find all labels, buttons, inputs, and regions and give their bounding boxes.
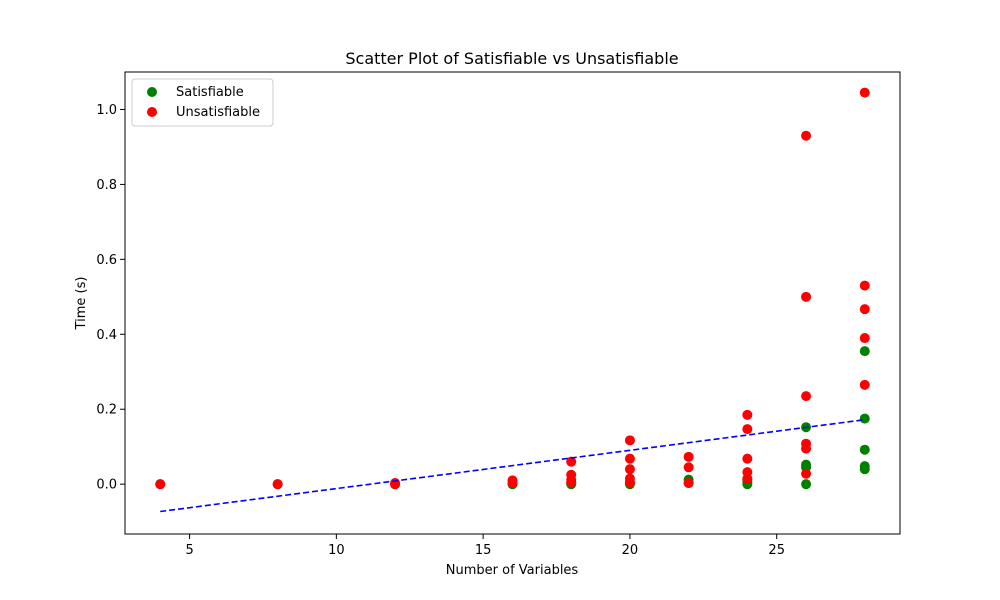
x-tick-label: 20: [622, 543, 639, 558]
point-unsatisfiable: [566, 469, 577, 480]
x-tick-label: 10: [328, 543, 345, 558]
legend-marker-unsatisfiable: [147, 107, 157, 117]
legend-box: [131, 78, 274, 127]
point-unsatisfiable: [742, 467, 753, 478]
point-unsatisfiable: [683, 478, 694, 489]
point-unsatisfiable: [390, 478, 401, 489]
legend-label-satisfiable: Satisfiable: [176, 85, 244, 100]
y-tick-label: 0.8: [96, 178, 117, 193]
point-satisfiable: [859, 346, 870, 357]
point-unsatisfiable: [272, 479, 283, 490]
point-unsatisfiable: [683, 462, 694, 473]
data-points: [155, 87, 870, 490]
x-tick-label: 5: [185, 543, 193, 558]
point-unsatisfiable: [801, 291, 812, 302]
x-axis-label: Number of Variables: [446, 563, 579, 578]
plot-area: [124, 71, 901, 535]
point-unsatisfiable: [859, 87, 870, 98]
point-satisfiable: [859, 413, 870, 424]
y-axis-label: Time (s): [74, 277, 89, 331]
legend: Satisfiable Unsatisfiable: [131, 78, 274, 127]
y-tick-label: 0.6: [96, 253, 117, 268]
point-unsatisfiable: [507, 475, 518, 486]
point-unsatisfiable: [801, 391, 812, 402]
point-satisfiable: [801, 479, 812, 490]
x-tick-label: 25: [768, 543, 785, 558]
point-unsatisfiable: [624, 473, 635, 484]
point-unsatisfiable: [624, 464, 635, 475]
x-axis-ticks: 5 10 15 20 25: [185, 534, 785, 558]
point-unsatisfiable: [624, 453, 635, 464]
point-unsatisfiable: [683, 451, 694, 462]
point-unsatisfiable: [742, 453, 753, 464]
point-satisfiable: [859, 444, 870, 455]
point-unsatisfiable: [566, 456, 577, 467]
point-unsatisfiable: [801, 468, 812, 479]
legend-marker-satisfiable: [147, 87, 157, 97]
legend-label-unsatisfiable: Unsatisfiable: [176, 105, 260, 120]
point-unsatisfiable: [801, 438, 812, 449]
trendline-group: [160, 418, 865, 513]
x-tick-label: 15: [475, 543, 492, 558]
point-satisfiable: [801, 459, 812, 470]
y-tick-label: 1.0: [96, 103, 117, 118]
point-unsatisfiable: [742, 409, 753, 420]
point-unsatisfiable: [155, 479, 166, 490]
point-unsatisfiable: [624, 435, 635, 446]
y-tick-label: 0.0: [96, 478, 117, 493]
point-satisfiable: [859, 461, 870, 472]
trendline: [160, 418, 865, 513]
point-unsatisfiable: [801, 130, 812, 141]
point-unsatisfiable: [859, 379, 870, 390]
point-unsatisfiable: [742, 424, 753, 435]
point-unsatisfiable: [859, 333, 870, 344]
y-tick-label: 0.4: [96, 328, 117, 343]
y-tick-label: 0.2: [96, 403, 117, 418]
point-unsatisfiable: [859, 304, 870, 315]
chart-title: Scatter Plot of Satisfiable vs Unsatisfi…: [345, 49, 678, 68]
y-axis-ticks: 0.0 0.2 0.4 0.6 0.8 1.0: [96, 103, 125, 493]
point-unsatisfiable: [859, 280, 870, 291]
